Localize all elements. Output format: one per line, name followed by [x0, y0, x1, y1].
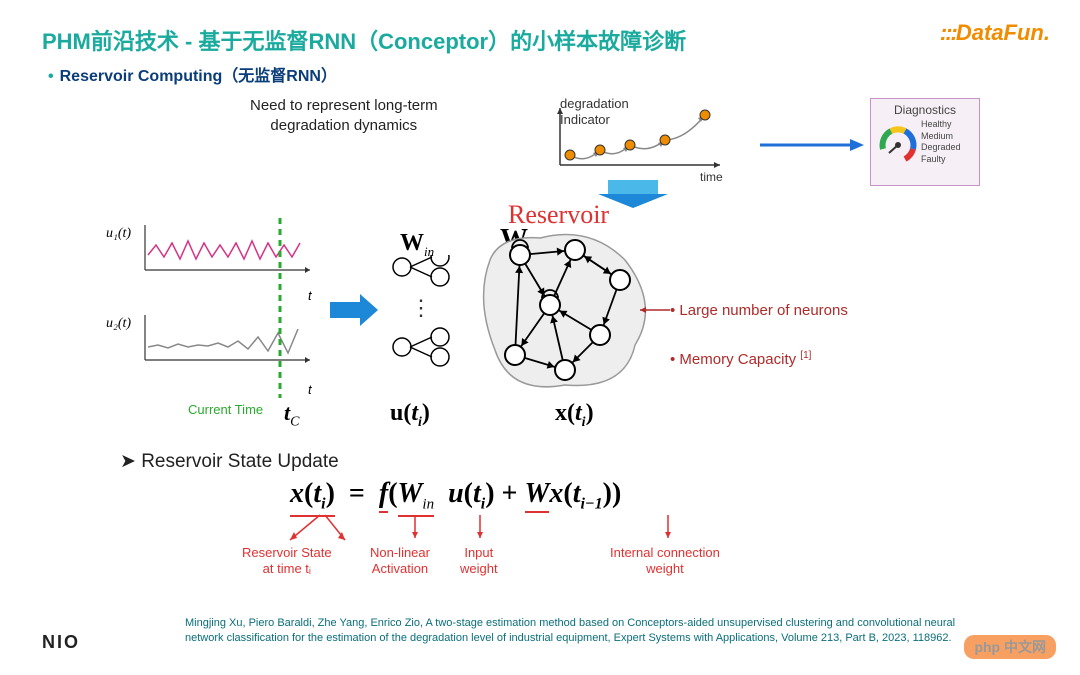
neurons-bullet: • Large number of neurons	[670, 302, 848, 319]
u1-label: u₁(t)	[106, 226, 131, 242]
diagnostics-title: Diagnostics	[875, 103, 975, 117]
u2-label: u₂(t)	[106, 316, 131, 332]
current-time-label: Current Time	[188, 402, 263, 417]
signal-u1	[140, 220, 320, 280]
citation: Mingjing Xu, Piero Baraldi, Zhe Yang, En…	[185, 616, 985, 645]
diag-faulty: Faulty	[921, 154, 961, 166]
t-axis-2: t	[308, 382, 312, 397]
t-axis-1: t	[308, 288, 312, 303]
state-update-heading: ➤ Reservoir State Update	[120, 450, 339, 473]
longterm-text: Need to represent long-termdegradation d…	[250, 96, 438, 135]
diag-healthy: Healthy	[921, 119, 961, 131]
annot-internal-weight: Internal connectionweight	[610, 545, 720, 576]
svg-text:⋮: ⋮	[410, 295, 432, 320]
memory-bullet: • Memory Capacity [1]	[670, 350, 811, 368]
right-arrow-icon	[330, 290, 380, 330]
diagnostics-box: Diagnostics Healthy Medium Degraded Faul…	[870, 98, 980, 186]
annot-input-weight: Inputweight	[460, 545, 498, 576]
signal-u2	[140, 310, 320, 370]
time-axis-label: time	[700, 170, 723, 184]
tc-symbol: tC	[284, 400, 299, 430]
gauge-icon	[875, 119, 921, 165]
u-ti-symbol: u(ti)	[390, 400, 430, 431]
current-time-line	[275, 218, 285, 398]
Win-label: Win	[400, 230, 434, 260]
input-layer: ⋮	[390, 255, 470, 385]
annot-activation: Non-linearActivation	[370, 545, 430, 576]
annot-state: Reservoir Stateat time tᵢ	[242, 545, 332, 576]
nio-logo: NIO	[42, 632, 80, 653]
degradation-label: degradationIndicator	[560, 96, 629, 127]
page-title: PHM前沿技术 - 基于无监督RNN（Conceptor）的小样本故障诊断	[42, 24, 686, 56]
reservoir-network	[470, 230, 670, 410]
eq-arrows	[250, 510, 800, 550]
subtitle: •Reservoir Computing（无监督RNN）	[48, 62, 337, 86]
x-ti-symbol: x(ti)	[555, 400, 594, 431]
diag-degraded: Degraded	[921, 142, 961, 154]
datafun-logo: :::DataFun.	[940, 20, 1050, 46]
diag-medium: Medium	[921, 131, 961, 143]
arrow-to-diagnostics	[760, 135, 870, 155]
